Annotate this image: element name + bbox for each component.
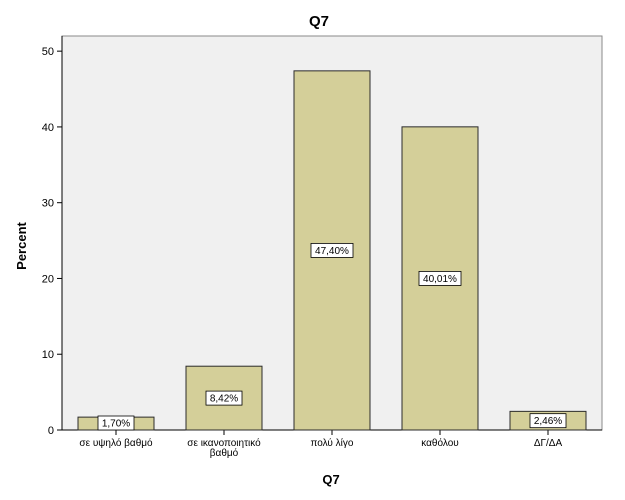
data-label-box xyxy=(310,243,354,258)
data-label: 47,40% xyxy=(310,243,354,258)
data-label: 1,70% xyxy=(97,415,135,431)
y-tick-label: 0 xyxy=(48,425,54,437)
y-tick-label: 40 xyxy=(42,122,54,134)
data-label-text: 40,01% xyxy=(423,274,457,285)
x-tick-label: καθόλου xyxy=(421,437,458,449)
y-axis-title: Percent xyxy=(14,221,29,269)
data-label-box xyxy=(97,415,135,431)
x-tick-label: ΔΓ/ΔΑ xyxy=(534,438,563,449)
data-label: 8,42% xyxy=(205,390,243,406)
data-label: 40,01% xyxy=(418,271,462,286)
data-label-text: 2,46% xyxy=(534,416,562,427)
y-tick-label: 50 xyxy=(42,46,54,58)
y-axis: 0 10 20 30 40 50 xyxy=(42,36,63,437)
chart-title: Q7 xyxy=(309,13,329,30)
data-label-text: 47,40% xyxy=(315,246,349,257)
data-label-box xyxy=(529,413,567,429)
x-tick-label: σε υψηλό βαθμό xyxy=(79,437,153,449)
data-label: 2,46% xyxy=(529,413,567,429)
y-tick-label: 10 xyxy=(42,349,54,361)
y-tick-label: 30 xyxy=(42,198,54,210)
data-label-text: 1,70% xyxy=(102,419,130,430)
x-tick-label: σε ικανοποιητικό xyxy=(187,437,261,449)
data-label-box xyxy=(418,271,462,286)
y-tick-label: 20 xyxy=(42,273,54,285)
data-label-text: 8,42% xyxy=(210,394,238,405)
x-axis-title: Q7 xyxy=(322,472,339,487)
data-label-box xyxy=(205,390,243,406)
x-tick-label: βαθμό xyxy=(210,447,239,459)
x-tick-label: πολύ λίγο xyxy=(311,437,354,449)
data-labels: 1,70% 8,42% 47,40% 40,01% 2,46% xyxy=(97,243,567,431)
